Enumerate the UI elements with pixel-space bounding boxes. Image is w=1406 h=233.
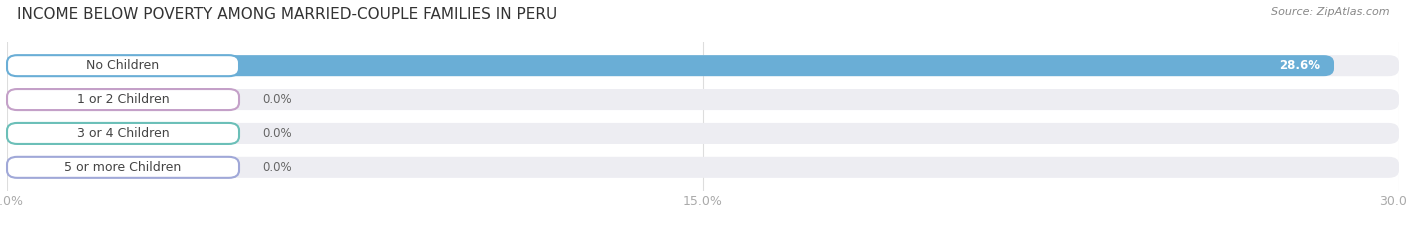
Text: 0.0%: 0.0% <box>262 127 292 140</box>
FancyBboxPatch shape <box>7 123 239 144</box>
FancyBboxPatch shape <box>7 123 1399 144</box>
Text: 0.0%: 0.0% <box>262 161 292 174</box>
Text: 5 or more Children: 5 or more Children <box>65 161 181 174</box>
Text: 3 or 4 Children: 3 or 4 Children <box>77 127 169 140</box>
Text: 28.6%: 28.6% <box>1279 59 1320 72</box>
FancyBboxPatch shape <box>7 89 1399 110</box>
FancyBboxPatch shape <box>7 55 1399 76</box>
Text: No Children: No Children <box>86 59 160 72</box>
FancyBboxPatch shape <box>7 55 239 76</box>
Text: INCOME BELOW POVERTY AMONG MARRIED-COUPLE FAMILIES IN PERU: INCOME BELOW POVERTY AMONG MARRIED-COUPL… <box>17 7 557 22</box>
Text: 0.0%: 0.0% <box>262 93 292 106</box>
FancyBboxPatch shape <box>7 157 1399 178</box>
Text: 1 or 2 Children: 1 or 2 Children <box>77 93 169 106</box>
FancyBboxPatch shape <box>7 157 239 178</box>
FancyBboxPatch shape <box>7 55 1334 76</box>
Text: Source: ZipAtlas.com: Source: ZipAtlas.com <box>1271 7 1389 17</box>
FancyBboxPatch shape <box>7 89 239 110</box>
